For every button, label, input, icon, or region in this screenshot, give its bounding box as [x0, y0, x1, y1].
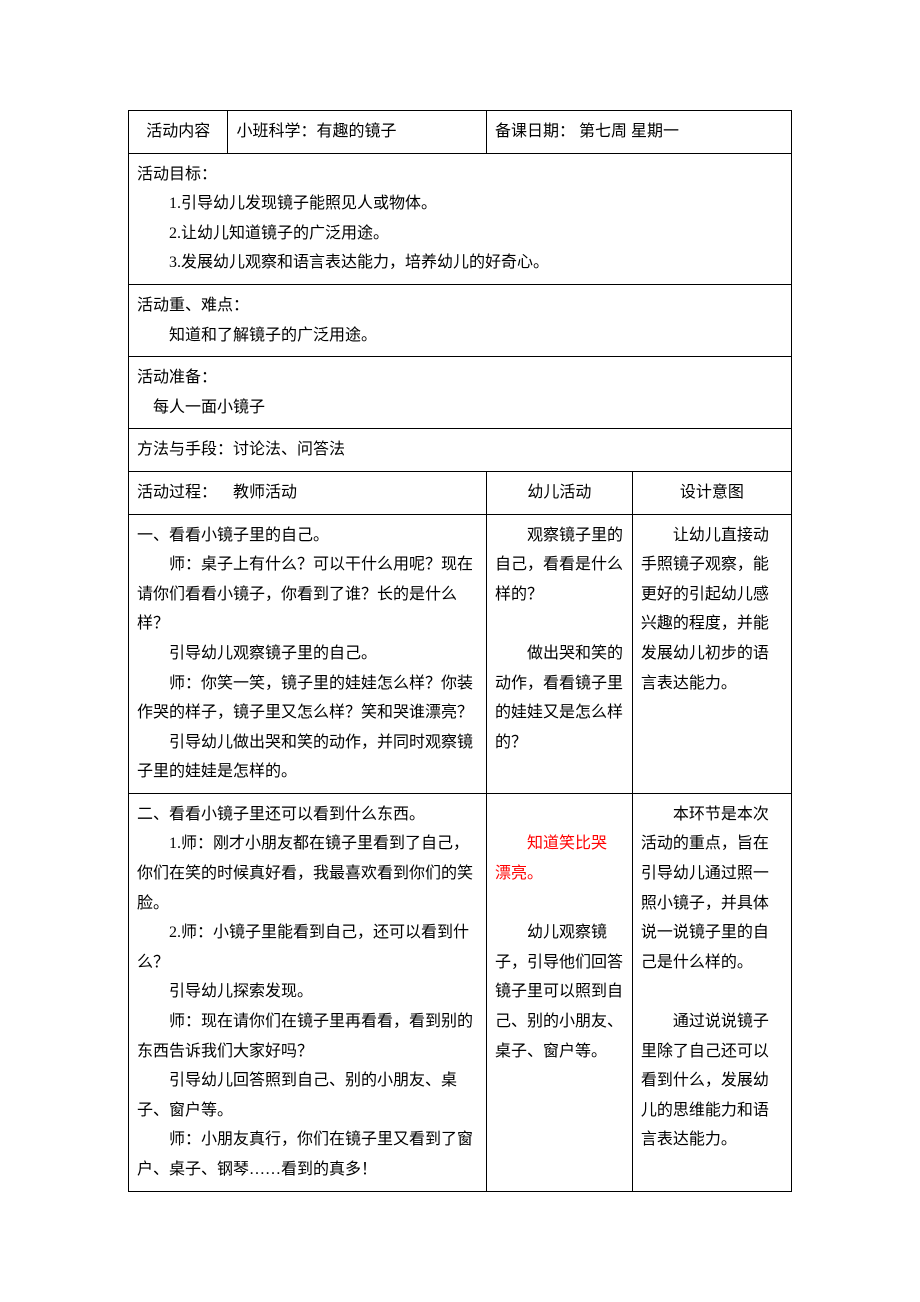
- row-keypoint: 活动重、难点： 知道和了解镜子的广泛用途。: [129, 284, 792, 356]
- text-keypoint: 知道和了解镜子的广泛用途。: [137, 321, 783, 351]
- row-goals: 活动目标： 1.引导幼儿发现镜子能照见人或物体。 2.让幼儿知道镜子的广泛用途。…: [129, 153, 792, 284]
- b1-child-c2: 做出哭和笑的动作，看看镜子里的娃娃又是怎么样的？: [495, 639, 624, 757]
- cell-intent-2: 本环节是本次活动的重点，旨在引导幼儿通过照一照小镜子，并具体说一说镜子里的自己是…: [632, 793, 791, 1191]
- row-activity-title: 活动内容 小班科学：有趣的镜子 备课日期： 第七周 星期一: [129, 111, 792, 154]
- b2-teacher-p3: 引导幼儿探索发现。: [137, 977, 478, 1007]
- header-design-intent: 设计意图: [632, 471, 791, 514]
- b1-teacher-p2: 引导幼儿观察镜子里的自己。: [137, 639, 478, 669]
- label-prep-date: 备课日期：: [495, 123, 575, 140]
- b1-child-c1: 观察镜子里的自己，看看是什么样的？: [495, 521, 624, 610]
- cell-teacher-1: 一、看看小镜子里的自己。 师：桌子上有什么？可以干什么用呢？现在请你们看看小镜子…: [129, 514, 487, 793]
- lesson-plan-table: 活动内容 小班科学：有趣的镜子 备课日期： 第七周 星期一 活动目标： 1.引导…: [128, 110, 792, 1192]
- cell-child-2: 知道笑比哭漂亮。 幼儿观察镜子，引导他们回答镜子里可以照到自己、别的小朋友、桌子…: [486, 793, 632, 1191]
- heading-keypoint: 活动重、难点：: [137, 291, 783, 321]
- b2-child-c1a: 知道笑比哭: [495, 829, 624, 859]
- cell-activity-title: 小班科学：有趣的镜子: [228, 111, 487, 154]
- header-teacher-activity: 活动过程： 教师活动: [129, 471, 487, 514]
- row-block-1: 一、看看小镜子里的自己。 师：桌子上有什么？可以干什么用呢？现在请你们看看小镜子…: [129, 514, 792, 793]
- cell-goals: 活动目标： 1.引导幼儿发现镜子能照见人或物体。 2.让幼儿知道镜子的广泛用途。…: [129, 153, 792, 284]
- cell-intent-1: 让幼儿直接动手照镜子观察，能更好的引起幼儿感兴趣的程度，并能发展幼儿初步的语言表…: [632, 514, 791, 793]
- cell-prep: 活动准备： 每人一面小镜子: [129, 357, 792, 429]
- goal-2: 2.让幼儿知道镜子的广泛用途。: [137, 219, 783, 249]
- cell-teacher-2: 二、看看小镜子里还可以看到什么东西。 1.师：刚才小朋友都在镜子里看到了自己，你…: [129, 793, 487, 1191]
- b2-teacher-p1: 1.师：刚才小朋友都在镜子里看到了自己，你们在笑的时候真好看，我最喜欢看到你们的…: [137, 829, 478, 918]
- label-activity-content: 活动内容: [129, 111, 228, 154]
- row-method: 方法与手段：讨论法、问答法: [129, 429, 792, 472]
- row-prep: 活动准备： 每人一面小镜子: [129, 357, 792, 429]
- b1-intent-d1: 让幼儿直接动手照镜子观察，能更好的引起幼儿感兴趣的程度，并能发展幼儿初步的语言表…: [641, 521, 783, 699]
- cell-prep-date: 备课日期： 第七周 星期一: [486, 111, 791, 154]
- b2-child-c1b: 漂亮。: [495, 859, 624, 889]
- cell-method: 方法与手段：讨论法、问答法: [129, 429, 792, 472]
- b2-teacher-heading: 二、看看小镜子里还可以看到什么东西。: [137, 800, 478, 830]
- goal-1: 1.引导幼儿发现镜子能照见人或物体。: [137, 189, 783, 219]
- row-proc-header: 活动过程： 教师活动 幼儿活动 设计意图: [129, 471, 792, 514]
- b1-teacher-p3: 师：你笑一笑，镜子里的娃娃怎么样？你装作哭的样子，镜子里又怎么样？笑和哭谁漂亮？: [137, 669, 478, 728]
- b2-child-c2: 幼儿观察镜子，引导他们回答镜子里可以照到自己、别的小朋友、桌子、窗户等。: [495, 918, 624, 1066]
- b1-teacher-p4: 引导幼儿做出哭和笑的动作，并同时观察镜子里的娃娃是怎样的。: [137, 728, 478, 787]
- cell-child-1: 观察镜子里的自己，看看是什么样的？ 做出哭和笑的动作，看看镜子里的娃娃又是怎么样…: [486, 514, 632, 793]
- value-prep-date: 第七周 星期一: [579, 123, 679, 140]
- cell-keypoint: 活动重、难点： 知道和了解镜子的广泛用途。: [129, 284, 792, 356]
- header-child-activity: 幼儿活动: [486, 471, 632, 514]
- b2-intent-d1: 本环节是本次活动的重点，旨在引导幼儿通过照一照小镜子，并具体说一说镜子里的自己是…: [641, 800, 783, 978]
- heading-goals: 活动目标：: [137, 160, 783, 190]
- b1-teacher-heading: 一、看看小镜子里的自己。: [137, 521, 478, 551]
- b2-teacher-p4: 师：现在请你们在镜子里再看看，看到别的东西告诉我们大家好吗？: [137, 1007, 478, 1066]
- row-block-2: 二、看看小镜子里还可以看到什么东西。 1.师：刚才小朋友都在镜子里看到了自己，你…: [129, 793, 792, 1191]
- goal-3: 3.发展幼儿观察和语言表达能力，培养幼儿的好奇心。: [137, 248, 783, 278]
- text-method: 方法与手段：讨论法、问答法: [137, 435, 783, 465]
- text-prep: 每人一面小镜子: [137, 393, 783, 423]
- b2-intent-d2: 通过说说镜子里除了自己还可以看到什么，发展幼儿的思维能力和语言表达能力。: [641, 1007, 783, 1155]
- b2-teacher-p5: 引导幼儿回答照到自己、别的小朋友、桌子、窗户等。: [137, 1066, 478, 1125]
- document-page: 活动内容 小班科学：有趣的镜子 备课日期： 第七周 星期一 活动目标： 1.引导…: [0, 0, 920, 1252]
- heading-prep: 活动准备：: [137, 363, 783, 393]
- b2-teacher-p6: 师：小朋友真行，你们在镜子里又看到了窗户、桌子、钢琴……看到的真多！: [137, 1125, 478, 1184]
- b2-teacher-p2: 2.师：小镜子里能看到自己，还可以看到什么？: [137, 918, 478, 977]
- b1-teacher-p1: 师：桌子上有什么？可以干什么用呢？现在请你们看看小镜子，你看到了谁？长的是什么样…: [137, 550, 478, 639]
